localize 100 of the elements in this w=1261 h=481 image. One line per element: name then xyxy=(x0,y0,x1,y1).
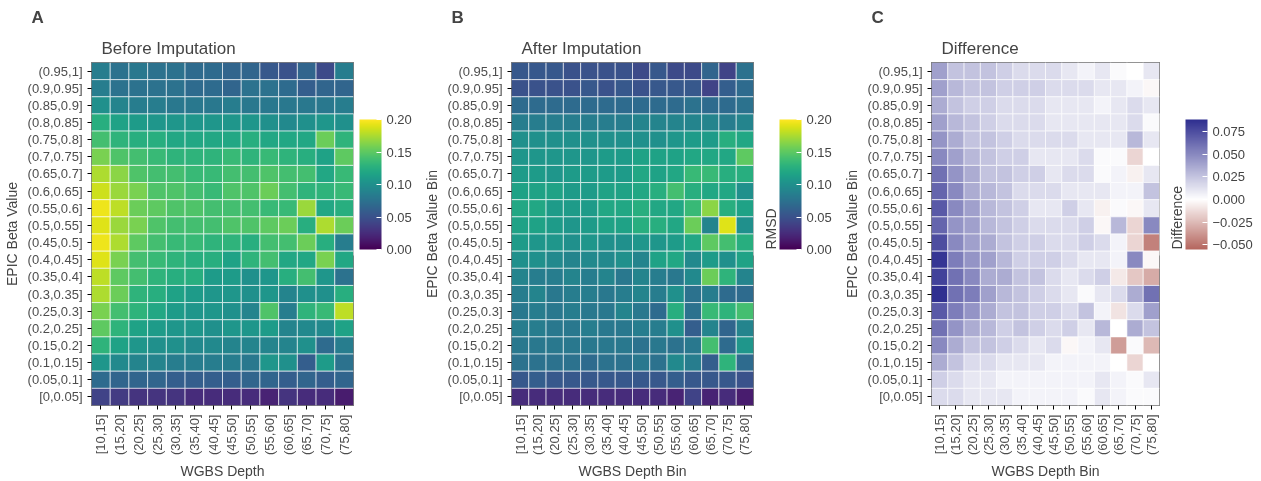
x-tick-label: (30,35] xyxy=(581,414,597,455)
y-tick-label: (0.85,0.9] xyxy=(867,97,923,113)
chart-title: Difference xyxy=(941,38,1019,58)
y-tick-label: (0.55,0.6] xyxy=(447,200,503,216)
y-tick-label: (0.5,0.55] xyxy=(27,217,83,233)
y-tick-label: (0.05,0.1] xyxy=(867,372,923,388)
x-tick-label: (50,55] xyxy=(650,414,666,455)
y-tick-label: (0.85,0.9] xyxy=(447,97,503,113)
y-tick-label: (0.4,0.45] xyxy=(447,252,503,268)
color-bar-title: RMSD xyxy=(762,208,779,250)
y-tick-label: (0.8,0.85] xyxy=(27,115,83,131)
x-tick-label: (60,65] xyxy=(685,414,701,455)
y-tick-label: (0.65,0.7] xyxy=(867,166,923,182)
x-tick-label: (15,20] xyxy=(112,414,128,455)
y-tick-label: (0.65,0.7] xyxy=(27,166,83,182)
y-tick-label: (0.2,0.25] xyxy=(447,320,503,336)
x-tick-label: (70,75] xyxy=(1127,414,1143,455)
x-tick-label: (35,40] xyxy=(599,414,615,455)
y-tick-label: [0,0.05] xyxy=(39,389,83,405)
y-tick-label: (0.15,0.2] xyxy=(447,337,503,353)
y-tick-label: (0.2,0.25] xyxy=(867,320,923,336)
y-tick-label: (0.1,0.15] xyxy=(867,355,923,371)
y-tick-label: (0.55,0.6] xyxy=(27,200,83,216)
y-tick-label: (0.6,0.65] xyxy=(867,183,923,199)
x-tick-label: (60,65] xyxy=(1095,414,1110,455)
y-tick-label: (0.85,0.9] xyxy=(27,97,83,113)
text: B xyxy=(451,7,464,27)
y-tick-label: (0.95,1] xyxy=(458,63,503,79)
x-tick-label: (65,70] xyxy=(702,414,718,455)
color-bar-label: 0.075 xyxy=(1212,123,1246,139)
color-bar-label: −0.025 xyxy=(1212,214,1253,230)
y-axis-title: EPIC Beta Value Bin xyxy=(843,169,860,299)
y-tick-label: (0.3,0.35] xyxy=(27,286,83,302)
y-tick-label: (0.7,0.75] xyxy=(27,149,83,165)
color-bar-label: 0.05 xyxy=(386,209,412,225)
y-tick-label: [0,0.05] xyxy=(459,389,503,405)
x-tick-label: [10,15] xyxy=(93,414,109,455)
y-tick-label: (0.9,0.95] xyxy=(27,80,83,96)
x-tick-label: (35,40] xyxy=(1013,414,1029,455)
y-tick-label: (0.45,0.5] xyxy=(447,235,503,251)
x-axis-title: WGBS Depth Bin xyxy=(991,462,1100,479)
x-tick-label: [10,15] xyxy=(512,414,528,455)
x-tick-label: (70,75] xyxy=(317,414,333,455)
y-tick-label: (0.7,0.75] xyxy=(867,149,923,165)
y-tick-label: (0.25,0.3] xyxy=(447,303,503,319)
y-tick-label: (0.6,0.65] xyxy=(447,183,503,199)
color-bar-label: 0.15 xyxy=(386,144,412,160)
y-tick-label: (0.35,0.4] xyxy=(27,269,83,285)
text: C xyxy=(871,7,884,27)
x-tick-label: (20,25] xyxy=(964,414,980,455)
x-tick-label: (70,75] xyxy=(720,414,736,455)
y-tick-label: (0.55,0.6] xyxy=(867,200,923,216)
x-tick-label: (20,25] xyxy=(130,414,146,455)
y-tick-label: (0.6,0.65] xyxy=(27,183,83,199)
y-tick-label: (0.4,0.45] xyxy=(867,252,923,268)
x-tick-label: (40,45] xyxy=(616,414,632,455)
x-tick-label: (45,50] xyxy=(633,414,649,455)
x-tick-label: (45,50] xyxy=(1046,414,1062,455)
y-tick-label: (0.45,0.5] xyxy=(27,235,83,251)
y-tick-label: (0.15,0.2] xyxy=(27,337,83,353)
color-bar-label: 0.20 xyxy=(386,112,412,127)
y-tick-label: (0.4,0.45] xyxy=(27,252,83,268)
color-bar-label: 0.050 xyxy=(1212,146,1246,162)
x-tick-label: (15,20] xyxy=(529,414,545,455)
x-tick-label: (35,40] xyxy=(186,414,202,455)
y-tick-label: (0.35,0.4] xyxy=(867,269,923,285)
x-tick-label: (75,80] xyxy=(1143,414,1159,455)
y-axis-title: EPIC Beta Value xyxy=(3,181,20,287)
x-tick-label: (30,35] xyxy=(997,414,1013,455)
color-bar-label: 0.15 xyxy=(806,144,832,160)
y-tick-label: (0.75,0.8] xyxy=(447,132,503,148)
x-tick-label: (60,65] xyxy=(280,414,296,455)
chart-title: After Imputation xyxy=(521,38,642,58)
x-tick-label: (30,35] xyxy=(168,414,184,455)
y-tick-label: (0.7,0.75] xyxy=(447,149,503,165)
y-tick-label: [0,0.05] xyxy=(879,389,923,405)
y-tick-label: (0.25,0.3] xyxy=(27,303,83,319)
x-tick-label: (20,25] xyxy=(547,414,563,455)
y-tick-label: (0.8,0.85] xyxy=(867,115,923,131)
x-tick-label: (45,50] xyxy=(224,414,240,455)
y-tick-label: (0.5,0.55] xyxy=(867,217,923,233)
y-tick-label: (0.2,0.25] xyxy=(27,320,83,336)
y-tick-label: (0.9,0.95] xyxy=(447,80,503,96)
x-tick-label: (55,60] xyxy=(261,414,277,455)
x-tick-label: (50,55] xyxy=(1062,414,1078,455)
y-tick-label: (0.15,0.2] xyxy=(867,337,923,353)
y-tick-label: (0.65,0.7] xyxy=(447,166,503,182)
x-tick-label: [10,15] xyxy=(932,414,948,455)
color-bar-label: 0.025 xyxy=(1212,169,1246,185)
x-tick-label: (25,30] xyxy=(564,414,580,455)
color-bar-label: 0.05 xyxy=(806,209,832,225)
color-bar-label: 0.10 xyxy=(806,177,832,192)
x-tick-label: (65,70] xyxy=(1111,414,1127,455)
y-tick-label: (0.95,1] xyxy=(38,63,83,79)
x-axis-title: WGBS Depth Bin xyxy=(578,462,687,479)
color-bar-label: 0.10 xyxy=(386,177,412,192)
color-bar-label: 0.20 xyxy=(806,112,832,127)
y-tick-label: (0.75,0.8] xyxy=(867,132,923,148)
x-tick-label: (55,60] xyxy=(1078,414,1094,455)
text: A xyxy=(31,7,44,27)
